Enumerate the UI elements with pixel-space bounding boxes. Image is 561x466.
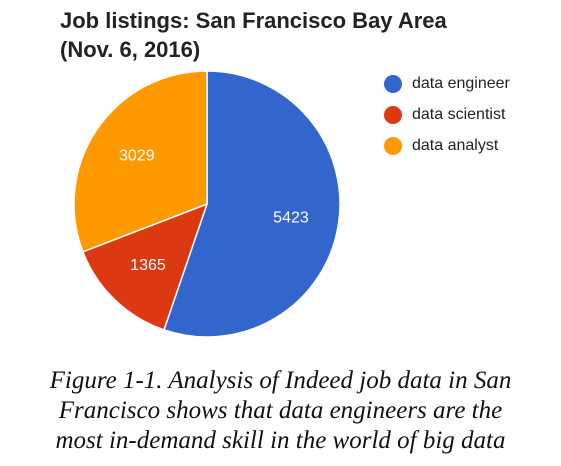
legend-label-data-engineer: data engineer xyxy=(412,74,510,92)
caption-line-3: most in-demand skill in the world of big… xyxy=(55,427,506,454)
legend-label-data-analyst: data analyst xyxy=(412,136,499,154)
pie-slice-data-scientist xyxy=(81,202,209,331)
figure-caption: Figure 1-1. Analysis of Indeed job data … xyxy=(0,366,561,456)
pie-slice-data-analyst xyxy=(73,70,208,253)
legend-swatch-data-engineer xyxy=(384,74,402,93)
legend-item-data-analyst: data analyst xyxy=(384,130,510,161)
legend-item-data-engineer: data engineer xyxy=(384,68,510,99)
caption-line-2: Francisco shows that data engineers are … xyxy=(58,397,503,424)
legend-item-data-scientist: data scientist xyxy=(384,99,510,130)
slice-label-data-engineer: 5423 xyxy=(273,209,309,226)
caption-line-1: Figure 1-1. Analysis of Indeed job data … xyxy=(49,367,512,394)
chart-title-line-1: Job listings: San Francisco Bay Area xyxy=(60,8,447,33)
slice-label-data-analyst: 3029 xyxy=(119,147,155,164)
chart-title-line-2: (Nov. 6, 2016) xyxy=(60,37,201,62)
legend-swatch-data-scientist xyxy=(384,105,402,124)
pie-labels: 5423 1365 3029 xyxy=(119,147,309,274)
chart-title: Job listings: San Francisco Bay Area (No… xyxy=(60,6,500,64)
legend: data engineer data scientist data analyst xyxy=(384,68,510,161)
pie-slices xyxy=(73,70,341,338)
pie-slice-data-engineer xyxy=(163,70,341,338)
legend-label-data-scientist: data scientist xyxy=(412,105,506,123)
pie-chart: 5423 1365 3029 xyxy=(73,70,341,338)
legend-swatch-data-analyst xyxy=(384,136,402,155)
slice-label-data-scientist: 1365 xyxy=(130,257,166,274)
